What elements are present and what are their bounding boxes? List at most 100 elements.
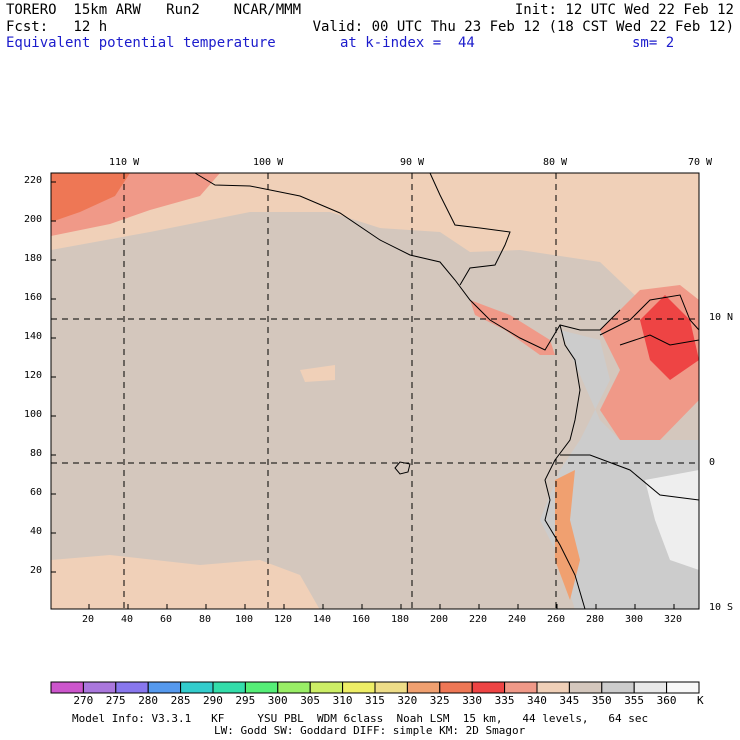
warm-band-north bbox=[51, 173, 699, 300]
y-tick: 160 bbox=[24, 292, 43, 303]
colorbar-swatch bbox=[601, 681, 635, 694]
x-tick: 240 bbox=[508, 614, 527, 625]
x-tick: 220 bbox=[469, 614, 488, 625]
colorbar-label: 330 bbox=[462, 694, 483, 707]
colorbar-swatch bbox=[439, 681, 473, 694]
colorbar-swatch bbox=[115, 681, 149, 694]
colorbar bbox=[50, 681, 700, 694]
colorbar-label: 290 bbox=[203, 694, 223, 707]
colorbar-swatch bbox=[147, 681, 182, 694]
y-tick: 200 bbox=[24, 214, 43, 225]
lon-label-80w: 80 W bbox=[543, 157, 568, 168]
y-tick: 20 bbox=[30, 565, 43, 576]
y-tick: 180 bbox=[24, 253, 43, 264]
cool-core-andes bbox=[645, 470, 699, 570]
colorbar-swatch bbox=[633, 681, 668, 694]
coast-caribbean bbox=[599, 294, 700, 336]
border-colombia-venezuela bbox=[619, 334, 700, 346]
colorbar-swatch bbox=[536, 681, 570, 694]
cool-band-south-america bbox=[540, 330, 699, 609]
colorbar-label: 360 bbox=[656, 694, 677, 707]
colorbar-label: 320 bbox=[397, 694, 418, 707]
map-frame bbox=[50, 172, 700, 610]
warm-core-northwest bbox=[51, 173, 130, 222]
coast-central-america bbox=[194, 172, 621, 351]
colorbar-unit: K bbox=[697, 694, 704, 707]
y-tick: 140 bbox=[24, 331, 43, 342]
colorbar-label: 340 bbox=[527, 694, 547, 707]
colorbar-swatch bbox=[277, 681, 311, 694]
coast-south-america-west bbox=[544, 324, 586, 610]
smoothing-label: sm= 2 bbox=[632, 35, 675, 51]
colorbar-swatch bbox=[504, 681, 538, 694]
warm-band-west-coast bbox=[555, 470, 580, 600]
forecast-hour: Fcst: 12 h bbox=[6, 19, 108, 35]
colorbar-label: 295 bbox=[235, 694, 256, 707]
x-tick: 160 bbox=[352, 614, 371, 625]
map-field bbox=[51, 173, 699, 609]
x-tick: 320 bbox=[664, 614, 683, 625]
y-tick: 120 bbox=[24, 370, 43, 381]
lat-label-10n: 10 N bbox=[709, 312, 734, 323]
colorbar-label: 335 bbox=[494, 694, 515, 707]
colorbar-swatch bbox=[374, 681, 408, 694]
x-tick: 260 bbox=[547, 614, 566, 625]
valid-time: Valid: 00 UTC Thu 23 Feb 12 (18 CST Wed … bbox=[312, 19, 734, 35]
colorbar-swatch bbox=[50, 681, 84, 694]
colorbar-label: 350 bbox=[591, 694, 612, 707]
y-tick: 80 bbox=[30, 448, 43, 459]
level-label: at k-index = 44 bbox=[340, 35, 475, 51]
colorbar-swatch bbox=[666, 681, 700, 694]
y-tick: 220 bbox=[24, 175, 43, 186]
colorbar-label: 270 bbox=[73, 694, 94, 707]
colorbar-swatch bbox=[82, 681, 117, 694]
warm-core-northeast bbox=[640, 295, 699, 380]
lat-label-0: 0 bbox=[709, 457, 716, 468]
x-tick: 200 bbox=[430, 614, 449, 625]
colorbar-label: 275 bbox=[105, 694, 126, 707]
warm-patch-ocean bbox=[300, 365, 335, 382]
colorbar-label: 305 bbox=[300, 694, 321, 707]
x-tick: 80 bbox=[199, 614, 212, 625]
x-tick: 120 bbox=[274, 614, 293, 625]
x-tick: 140 bbox=[313, 614, 332, 625]
x-tick: 20 bbox=[82, 614, 95, 625]
x-tick: 100 bbox=[235, 614, 254, 625]
field-name: Equivalent potential temperature bbox=[6, 35, 276, 51]
y-tick: 100 bbox=[24, 409, 43, 420]
model-physics: LW: Godd SW: Goddard DIFF: simple KM: 2D… bbox=[214, 724, 526, 737]
colorbar-label: 355 bbox=[624, 694, 645, 707]
x-tick: 40 bbox=[121, 614, 134, 625]
colorbar-swatch bbox=[180, 681, 214, 694]
lat-lon-grid bbox=[51, 173, 699, 609]
galapagos-islands bbox=[394, 461, 411, 475]
y-tick: 40 bbox=[30, 526, 43, 537]
colorbar-label: 300 bbox=[267, 694, 288, 707]
colorbar-label: 325 bbox=[429, 694, 450, 707]
x-tick: 280 bbox=[586, 614, 605, 625]
colorbar-label: 315 bbox=[365, 694, 385, 707]
lon-label-110w: 110 W bbox=[109, 157, 140, 168]
lon-label-90w: 90 W bbox=[400, 157, 425, 168]
border-ecuador-peru bbox=[560, 454, 700, 501]
x-tick: 60 bbox=[160, 614, 173, 625]
warm-band-central-america bbox=[470, 300, 555, 355]
axis-ticks bbox=[51, 181, 675, 609]
run-info: TORERO 15km ARW Run2 NCAR/MMM bbox=[6, 2, 302, 18]
colorbar-swatch bbox=[309, 681, 344, 694]
init-time: Init: 12 UTC Wed 22 Feb 12 bbox=[514, 2, 734, 18]
colorbar-swatch bbox=[471, 681, 506, 694]
warm-band-south bbox=[51, 555, 320, 609]
lon-label-100w: 100 W bbox=[253, 157, 284, 168]
colorbar-label: 280 bbox=[138, 694, 159, 707]
y-tick: 60 bbox=[30, 487, 43, 498]
colorbar-swatch bbox=[568, 681, 603, 694]
x-tick: 180 bbox=[391, 614, 410, 625]
colorbar-label: 310 bbox=[332, 694, 353, 707]
colorbar-swatch bbox=[212, 681, 246, 694]
colorbar-label: 285 bbox=[170, 694, 191, 707]
lon-label-70w: 70 W bbox=[688, 157, 713, 168]
coastlines bbox=[194, 172, 700, 610]
colorbar-swatch bbox=[406, 681, 441, 694]
